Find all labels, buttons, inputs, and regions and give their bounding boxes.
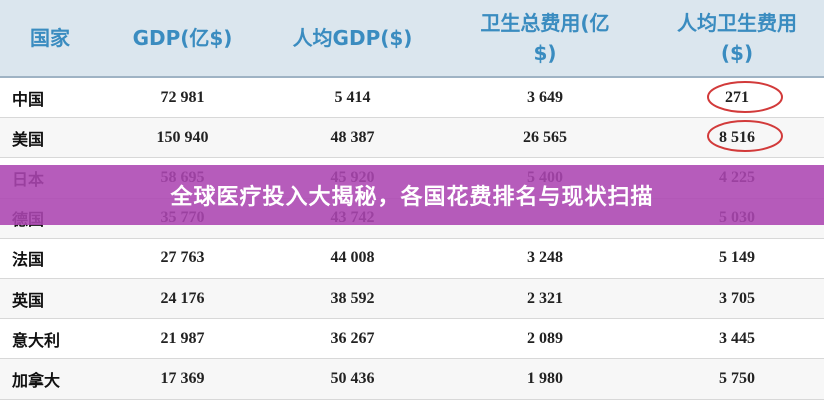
table-row: 加拿大 17 369 50 436 1 980 5 750 xyxy=(0,359,824,400)
value-cell: 36 267 xyxy=(330,329,375,347)
value-cell: 2 321 xyxy=(527,289,563,307)
header-text: GDP(亿$) xyxy=(132,26,233,50)
value-cell: 24 176 xyxy=(160,289,205,307)
value-cell: 17 369 xyxy=(160,369,205,387)
table-row: 法国 27 763 44 008 3 248 5 149 xyxy=(0,239,824,279)
header-cell: 卫生总费用(亿$) xyxy=(440,0,650,76)
value-cell: 271 xyxy=(725,88,749,106)
header-cell: 人均GDP($) xyxy=(265,0,440,76)
value-cell: 2 089 xyxy=(527,329,563,347)
header-text: 卫生总费用(亿$) xyxy=(480,11,610,65)
value-cell: 150 940 xyxy=(156,128,209,146)
value-cell: 5 750 xyxy=(719,369,755,387)
value-cell: 5 414 xyxy=(334,88,371,106)
value-cell: 26 565 xyxy=(523,128,567,146)
header-text: 国家 xyxy=(30,26,70,50)
banner-title: 全球医疗投入大揭秘，各国花费排名与现状扫描 xyxy=(170,185,654,210)
table-row: 英国 24 176 38 592 2 321 3 705 xyxy=(0,279,824,320)
value-cell: 3 705 xyxy=(719,289,755,307)
value-cell: 48 387 xyxy=(330,128,375,146)
header-cell: GDP(亿$) xyxy=(100,0,265,76)
value-cell: 3 445 xyxy=(719,329,755,347)
banner: 全球医疗投入大揭秘，各国花费排名与现状扫描 xyxy=(0,165,824,225)
country-cell: 法国 xyxy=(12,250,45,270)
value-cell: 44 008 xyxy=(330,249,375,267)
value-cell: 3 649 xyxy=(527,88,563,106)
value-cell: 38 592 xyxy=(330,289,375,307)
value-cell: 27 763 xyxy=(160,249,205,267)
country-cell: 中国 xyxy=(12,89,45,109)
value-cell: 50 436 xyxy=(330,369,375,387)
value-cell: 3 248 xyxy=(527,249,563,267)
header-cell: 国家 xyxy=(0,0,100,76)
header-cell: 人均卫生费用($) xyxy=(650,0,824,76)
table-row: 意大利 21 987 36 267 2 089 3 445 xyxy=(0,319,824,360)
value-cell: 8 516 xyxy=(719,128,755,146)
table-row: 中国 72 981 5 414 3 649 271 xyxy=(0,78,824,119)
value-cell: 21 987 xyxy=(160,329,205,347)
country-cell: 美国 xyxy=(12,129,45,149)
country-cell: 英国 xyxy=(12,290,45,310)
value-cell: 5 149 xyxy=(719,249,755,267)
header-row: 国家 GDP(亿$) 人均GDP($) 卫生总费用(亿$) 人均卫生费用($) xyxy=(0,0,824,78)
header-text: 人均GDP($) xyxy=(292,26,413,50)
value-cell: 1 980 xyxy=(527,369,563,387)
table-row: 美国 150 940 48 387 26 565 8 516 xyxy=(0,118,824,159)
country-cell: 加拿大 xyxy=(12,370,61,390)
country-cell: 意大利 xyxy=(12,330,61,350)
header-text: 人均卫生费用($) xyxy=(677,11,797,65)
value-cell: 72 981 xyxy=(160,88,205,106)
